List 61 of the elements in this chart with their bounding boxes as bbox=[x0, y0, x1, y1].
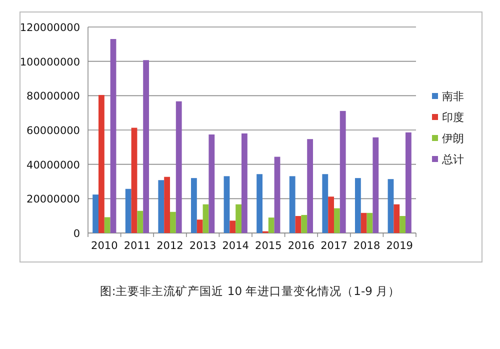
bar bbox=[242, 133, 248, 233]
bar bbox=[230, 220, 236, 233]
legend-label: 南非 bbox=[442, 90, 464, 103]
y-tick-label: 80000000 bbox=[26, 90, 80, 103]
bar bbox=[400, 216, 406, 233]
y-tick-label: 20000000 bbox=[26, 194, 80, 206]
x-tick-label: 2014 bbox=[222, 240, 250, 252]
bar bbox=[110, 39, 116, 233]
bar bbox=[143, 60, 150, 233]
x-tick-label: 2016 bbox=[288, 240, 315, 252]
bar bbox=[164, 176, 170, 233]
legend-label: 总计 bbox=[441, 153, 464, 166]
bar bbox=[372, 137, 379, 233]
x-tick-label: 2012 bbox=[156, 240, 184, 252]
bar bbox=[202, 204, 209, 233]
x-tick-label: 2019 bbox=[386, 240, 413, 252]
text: 图:主要非主流矿产国近 10 年进口量变化情况（1-9 月） bbox=[100, 284, 400, 298]
bar bbox=[388, 179, 394, 233]
bar bbox=[196, 220, 203, 233]
bar bbox=[307, 139, 314, 233]
bar bbox=[295, 216, 302, 233]
x-tick-label: 2011 bbox=[124, 240, 151, 252]
bar bbox=[137, 210, 144, 233]
bar bbox=[125, 188, 132, 233]
y-tick-label: 60000000 bbox=[26, 125, 80, 137]
bar bbox=[190, 178, 197, 233]
bar bbox=[104, 217, 110, 233]
x-tick-label: 2010 bbox=[91, 240, 118, 252]
bar bbox=[170, 212, 176, 233]
bar bbox=[406, 132, 412, 233]
bar bbox=[360, 212, 367, 233]
bar bbox=[328, 196, 334, 233]
y-tick-label: 0 bbox=[73, 228, 80, 240]
bar bbox=[158, 180, 164, 233]
bar bbox=[301, 214, 308, 233]
legend-label: 伊朗 bbox=[442, 132, 464, 145]
x-tick-label: 2015 bbox=[255, 240, 282, 252]
bar bbox=[92, 194, 98, 233]
bar bbox=[208, 134, 215, 233]
bar bbox=[274, 156, 280, 233]
y-tick-label: 40000000 bbox=[26, 159, 80, 172]
bar bbox=[394, 204, 400, 233]
bar bbox=[289, 176, 296, 233]
x-tick-label: 2018 bbox=[353, 240, 380, 252]
bar bbox=[366, 212, 373, 233]
bar bbox=[322, 174, 328, 233]
legend-label: 印度 bbox=[442, 111, 464, 124]
bar bbox=[354, 178, 361, 233]
x-tick-label: 2013 bbox=[189, 240, 216, 252]
bar bbox=[340, 110, 346, 233]
bar bbox=[256, 174, 262, 233]
bar bbox=[334, 208, 340, 233]
y-tick-label: 100000000 bbox=[20, 56, 80, 68]
x-tick-label: 2017 bbox=[320, 240, 348, 252]
bar bbox=[131, 128, 138, 233]
y-tick-label: 120000000 bbox=[20, 22, 80, 34]
bar bbox=[268, 218, 274, 233]
bar bbox=[224, 176, 230, 233]
bar bbox=[176, 101, 182, 233]
bar bbox=[236, 204, 242, 233]
bar bbox=[98, 94, 104, 233]
